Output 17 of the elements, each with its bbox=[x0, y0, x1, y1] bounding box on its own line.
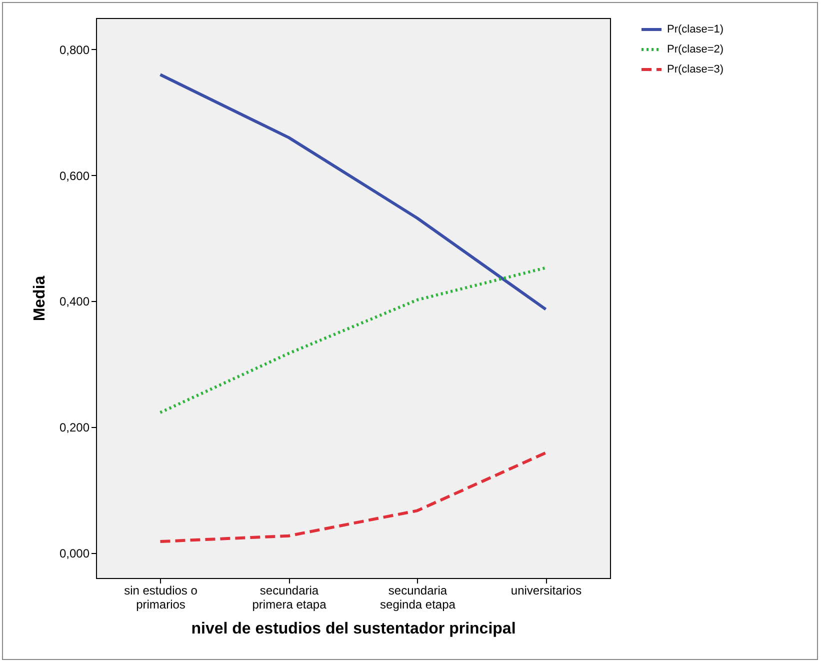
x-tick-label: universitarios bbox=[510, 584, 582, 598]
y-tick-label: 0,800 bbox=[59, 42, 90, 57]
y-tick-label: 0,200 bbox=[59, 420, 90, 434]
x-axis-title: nivel de estudios del sustentador principal bbox=[191, 620, 516, 638]
y-axis-title: Media bbox=[31, 276, 48, 322]
x-tick-label: secundaria seginda etapa bbox=[380, 584, 456, 612]
legend-label: Pr(clase=3) bbox=[667, 64, 724, 76]
y-tick-label: 0,400 bbox=[59, 294, 90, 309]
legend-label: Pr(clase=1) bbox=[667, 24, 724, 36]
y-tick-label: 0,000 bbox=[59, 546, 90, 560]
line-series bbox=[158, 451, 548, 544]
x-tick-label: secundaria primera etapa bbox=[252, 584, 327, 612]
x-tick-label: sin estudios o primarios bbox=[124, 584, 198, 612]
y-tick-label: 0,600 bbox=[59, 168, 90, 183]
legend-label: Pr(clase=2) bbox=[667, 44, 724, 56]
line-series bbox=[158, 266, 548, 414]
line-series bbox=[158, 73, 548, 311]
